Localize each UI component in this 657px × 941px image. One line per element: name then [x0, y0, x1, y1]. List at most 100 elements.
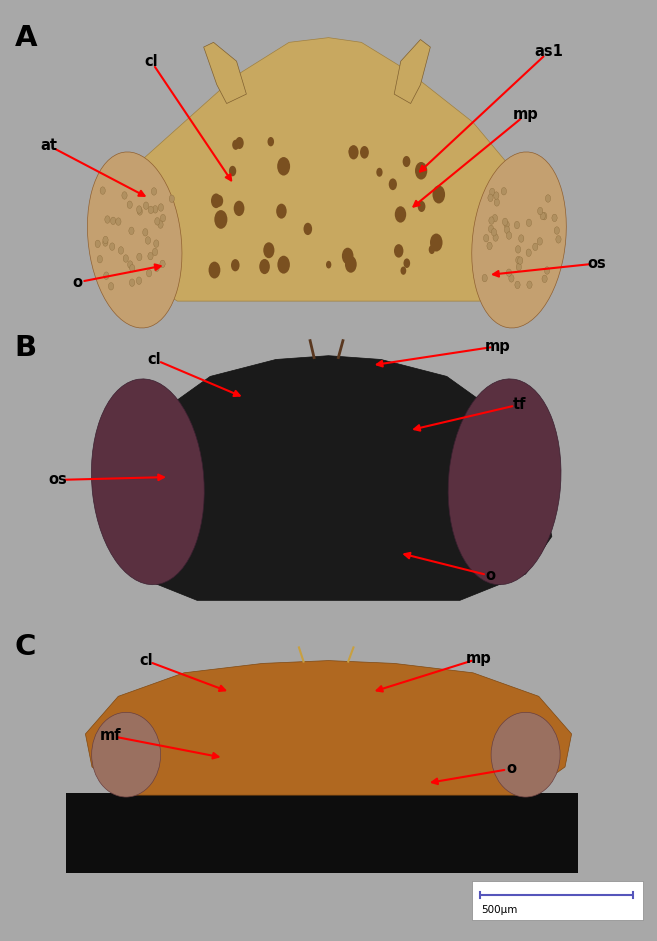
- Circle shape: [430, 233, 443, 251]
- Circle shape: [277, 256, 290, 274]
- Circle shape: [345, 256, 357, 273]
- Ellipse shape: [137, 277, 142, 284]
- Ellipse shape: [169, 195, 174, 202]
- Ellipse shape: [158, 221, 163, 229]
- Ellipse shape: [110, 217, 116, 225]
- Ellipse shape: [491, 712, 560, 797]
- Ellipse shape: [448, 379, 561, 584]
- Ellipse shape: [152, 205, 158, 213]
- Ellipse shape: [95, 240, 101, 247]
- Circle shape: [326, 261, 331, 268]
- Circle shape: [394, 244, 403, 258]
- Text: os: os: [49, 472, 67, 487]
- Text: 500μm: 500μm: [482, 904, 518, 915]
- Ellipse shape: [104, 272, 109, 279]
- Circle shape: [395, 206, 406, 223]
- Circle shape: [403, 156, 411, 167]
- Polygon shape: [394, 40, 430, 104]
- Ellipse shape: [516, 246, 521, 253]
- Ellipse shape: [472, 152, 566, 328]
- Ellipse shape: [484, 234, 489, 242]
- Text: A: A: [14, 24, 37, 53]
- Circle shape: [432, 185, 445, 203]
- Ellipse shape: [501, 187, 507, 195]
- Circle shape: [304, 223, 312, 235]
- Circle shape: [276, 203, 286, 218]
- Ellipse shape: [503, 218, 508, 226]
- Ellipse shape: [533, 243, 538, 250]
- Circle shape: [403, 259, 410, 268]
- Ellipse shape: [518, 234, 524, 242]
- Ellipse shape: [491, 229, 497, 236]
- Circle shape: [349, 145, 359, 159]
- Ellipse shape: [482, 275, 487, 282]
- Text: cl: cl: [139, 653, 152, 668]
- Ellipse shape: [516, 256, 521, 263]
- Circle shape: [215, 195, 223, 207]
- Text: C: C: [14, 633, 36, 662]
- Ellipse shape: [541, 213, 547, 220]
- Circle shape: [418, 200, 426, 212]
- Circle shape: [235, 137, 244, 149]
- Ellipse shape: [137, 253, 142, 261]
- Polygon shape: [99, 38, 558, 301]
- Ellipse shape: [493, 192, 499, 199]
- Polygon shape: [85, 661, 572, 795]
- Ellipse shape: [151, 187, 156, 195]
- Text: os: os: [587, 256, 606, 271]
- Text: cl: cl: [145, 54, 158, 69]
- Ellipse shape: [552, 215, 557, 222]
- Ellipse shape: [545, 195, 551, 202]
- Ellipse shape: [154, 264, 159, 272]
- Ellipse shape: [160, 215, 166, 222]
- Text: mp: mp: [512, 107, 539, 122]
- Circle shape: [231, 259, 240, 271]
- Circle shape: [214, 210, 227, 229]
- Bar: [66, 793, 578, 873]
- Circle shape: [349, 147, 355, 156]
- Ellipse shape: [154, 217, 160, 225]
- Ellipse shape: [152, 248, 158, 256]
- Ellipse shape: [515, 281, 520, 289]
- Ellipse shape: [160, 260, 165, 267]
- Circle shape: [429, 246, 435, 254]
- Circle shape: [263, 242, 275, 258]
- Polygon shape: [105, 356, 552, 600]
- Ellipse shape: [148, 206, 154, 214]
- Circle shape: [234, 200, 244, 216]
- Ellipse shape: [556, 235, 561, 243]
- Ellipse shape: [102, 239, 108, 247]
- Ellipse shape: [97, 255, 102, 263]
- Ellipse shape: [100, 187, 105, 195]
- Circle shape: [342, 247, 353, 264]
- Ellipse shape: [509, 275, 514, 282]
- Circle shape: [260, 259, 270, 274]
- Ellipse shape: [116, 217, 121, 225]
- Text: o: o: [506, 761, 516, 776]
- Circle shape: [277, 157, 290, 176]
- Ellipse shape: [489, 188, 495, 196]
- Ellipse shape: [555, 227, 560, 234]
- Ellipse shape: [103, 236, 108, 244]
- Circle shape: [211, 194, 221, 208]
- Ellipse shape: [493, 233, 498, 241]
- Ellipse shape: [540, 212, 545, 219]
- Ellipse shape: [526, 249, 532, 257]
- Circle shape: [360, 146, 369, 159]
- Ellipse shape: [487, 242, 492, 249]
- Ellipse shape: [118, 247, 124, 254]
- Ellipse shape: [518, 257, 523, 264]
- Ellipse shape: [87, 152, 182, 328]
- Ellipse shape: [147, 269, 152, 277]
- Circle shape: [431, 235, 440, 248]
- Text: o: o: [72, 275, 83, 290]
- Ellipse shape: [542, 275, 547, 282]
- Text: at: at: [41, 138, 58, 153]
- Text: mp: mp: [465, 651, 491, 666]
- Ellipse shape: [108, 282, 114, 290]
- Ellipse shape: [137, 206, 142, 214]
- Circle shape: [401, 266, 406, 275]
- Ellipse shape: [494, 199, 499, 206]
- Ellipse shape: [537, 238, 543, 246]
- Text: tf: tf: [512, 397, 526, 412]
